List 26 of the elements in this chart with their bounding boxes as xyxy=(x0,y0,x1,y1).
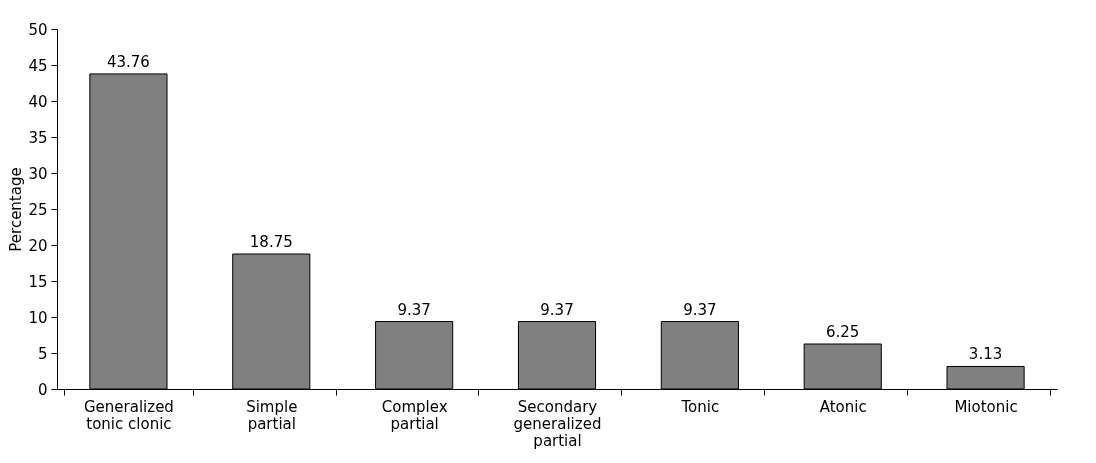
x-tick-label: Complex partial xyxy=(381,397,448,433)
y-tick-label: 15 xyxy=(28,272,48,291)
x-tick-label: Tonic xyxy=(680,397,720,416)
y-tick-label: 0 xyxy=(37,380,48,399)
y-tick-label: 45 xyxy=(28,56,48,75)
x-tick-label: Miotonic xyxy=(954,397,1018,416)
data-label: 9.37 xyxy=(540,300,574,319)
x-tick-label: Simple partial xyxy=(246,397,298,433)
y-axis-title: Percentage xyxy=(7,167,26,252)
y-tick-label: 30 xyxy=(28,164,48,183)
data-label: 9.37 xyxy=(683,300,717,319)
data-label: 6.25 xyxy=(826,323,860,341)
data-label: 9.37 xyxy=(397,300,431,319)
y-tick-label: 20 xyxy=(28,236,48,255)
x-tick-label: Secondary generalized partial xyxy=(513,397,602,450)
data-label: 3.13 xyxy=(968,345,1003,364)
y-tick-label: 10 xyxy=(28,308,48,327)
x-tick-label: Atonic xyxy=(819,397,867,416)
data-label: 43.76 xyxy=(106,52,150,71)
y-tick-label: 5 xyxy=(37,344,48,363)
y-tick-label: 25 xyxy=(28,200,48,219)
y-tick-label: 35 xyxy=(28,128,48,147)
data-label: 18.75 xyxy=(249,233,293,251)
x-tick-label: Generalized tonic clonic xyxy=(83,397,174,433)
y-tick-label: 50 xyxy=(28,20,48,39)
y-tick-label: 40 xyxy=(28,92,48,111)
